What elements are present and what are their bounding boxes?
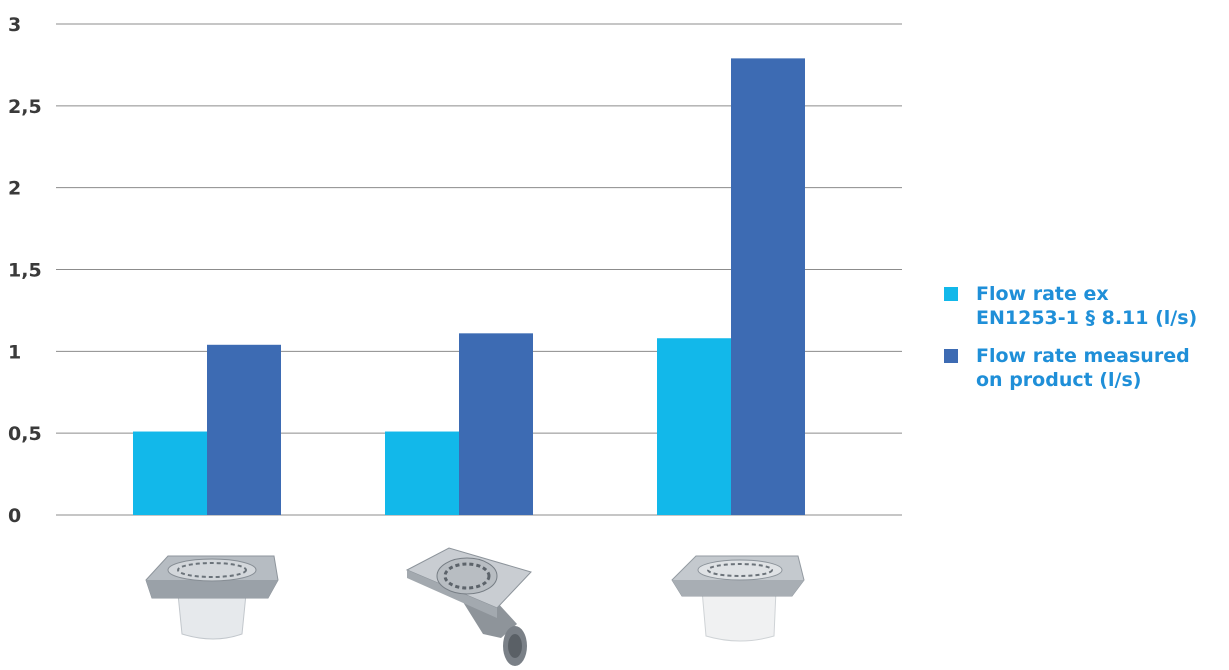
bar-series-2-group-1 [207, 344, 281, 515]
y-tick-label: 0,5 [8, 423, 42, 445]
legend-item-series-1: Flow rate ex EN1253-1 § 8.11 (l/s) [944, 282, 1229, 330]
legend: Flow rate ex EN1253-1 § 8.11 (l/s) Flow … [944, 282, 1229, 406]
y-tick-label: 0 [8, 505, 21, 527]
bars [133, 58, 805, 516]
y-tick-label: 1,5 [8, 260, 42, 282]
y-tick-label: 3 [8, 14, 21, 36]
legend-swatch-series-1 [944, 287, 958, 301]
y-tick-label: 2,5 [8, 96, 42, 118]
y-tick-label: 2 [8, 178, 21, 200]
bar-series-1-group-3 [657, 338, 731, 515]
y-axis-ticks: 0 0,5 1 1,5 2 2,5 3 [8, 14, 42, 527]
legend-swatch-series-2 [944, 349, 958, 363]
bar-series-2-group-2 [459, 333, 533, 515]
y-tick-label: 1 [8, 341, 21, 363]
legend-label-series-2: Flow rate measured on product (l/s) [976, 345, 1190, 391]
legend-item-series-2: Flow rate measured on product (l/s) [944, 344, 1229, 392]
floor-drain-angled-image [405, 547, 532, 666]
bar-series-1-group-2 [385, 431, 459, 515]
floor-drain-white-image [671, 555, 805, 642]
legend-label-series-1: Flow rate ex EN1253-1 § 8.11 (l/s) [976, 283, 1198, 329]
floor-drain-vertical-image [145, 555, 279, 640]
bar-series-1-group-1 [133, 431, 207, 515]
bar-series-2-group-3 [731, 58, 805, 516]
